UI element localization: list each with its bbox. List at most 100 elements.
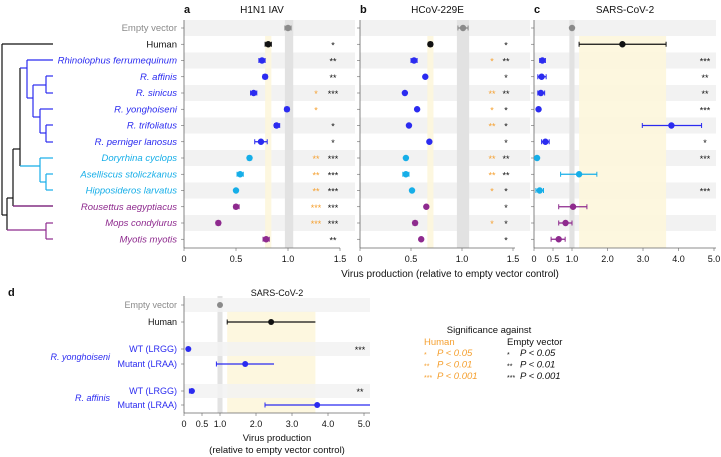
x-tick-label: 1.5 — [334, 254, 347, 264]
row-label: R. sinicus — [136, 88, 177, 99]
sig-vs-empty: ** — [701, 89, 709, 99]
row-stripe — [360, 52, 530, 69]
row-label: Mutant (LRAA) — [117, 400, 177, 410]
x-axis-label: (relative to empty vector control) — [209, 445, 345, 456]
empty-vector-ci-band — [456, 20, 470, 248]
sig-vs-empty: *** — [328, 219, 339, 229]
row-stripe — [360, 182, 530, 199]
mean-point — [542, 138, 549, 145]
sig-vs-empty: * — [331, 122, 335, 132]
sig-vs-empty: *** — [700, 154, 711, 164]
legend-stars-empty: * — [507, 352, 510, 359]
sig-vs-empty: ** — [329, 73, 337, 83]
x-tick-label: 2.0 — [250, 419, 263, 429]
mean-point — [413, 106, 421, 113]
mean-point — [668, 122, 675, 129]
mean-point — [188, 388, 195, 394]
sig-vs-human: * — [490, 105, 494, 115]
row-label: R. perniger lanosus — [95, 137, 178, 148]
row-label: R. affinis — [140, 72, 177, 83]
sig-vs-human: * — [490, 219, 494, 229]
legend-p-human: P < 0.01 — [437, 360, 472, 371]
mean-point — [619, 41, 626, 48]
x-tick-label: 0 — [181, 254, 186, 264]
mean-point — [257, 138, 265, 145]
legend-p-empty: P < 0.05 — [520, 348, 556, 359]
x-tick-label: 0.5 — [405, 254, 418, 264]
sig-vs-empty: * — [331, 138, 335, 148]
sig-vs-human: * — [314, 89, 318, 99]
sig-vs-empty: * — [504, 203, 508, 213]
mean-point — [232, 203, 240, 210]
sig-vs-empty: *** — [355, 345, 366, 355]
mean-point — [539, 57, 546, 64]
sig-vs-empty: *** — [328, 187, 339, 197]
sig-vs-empty: * — [331, 40, 335, 50]
mean-point — [250, 89, 257, 97]
row-label: Aselliscus stoliczkanus — [79, 169, 177, 180]
panel-letter: a — [184, 4, 191, 16]
sig-vs-empty: * — [703, 138, 707, 148]
mean-point — [538, 73, 545, 80]
row-stripe — [360, 85, 530, 101]
x-tick-label: 1.5 — [507, 254, 520, 264]
mean-point — [569, 203, 577, 210]
mean-point — [410, 57, 418, 64]
x-tick-label: 2.0 — [601, 254, 614, 264]
mean-point — [402, 154, 410, 162]
sig-vs-human: *** — [311, 203, 322, 213]
sig-vs-human: ** — [488, 122, 496, 132]
mean-point — [568, 24, 576, 32]
x-tick-label: 0.5 — [547, 254, 560, 264]
mean-point — [533, 154, 541, 162]
empty-vector-ci-band — [569, 20, 575, 248]
sig-vs-empty: ** — [502, 170, 510, 180]
legend-stars-human: ** — [424, 364, 430, 371]
row-label: WT (LRGG) — [129, 386, 177, 396]
panel-letter: b — [360, 4, 367, 16]
legend-p-human: P < 0.05 — [437, 348, 473, 359]
mean-point — [575, 171, 583, 178]
mean-point — [262, 236, 270, 243]
x-tick-label: 5.0 — [708, 254, 721, 264]
mean-point — [411, 219, 419, 227]
x-tick-label: 3.0 — [637, 254, 650, 264]
row-stripe — [360, 215, 530, 231]
mean-point — [217, 302, 223, 308]
row-stripe — [360, 20, 530, 36]
legend-stars-human: *** — [424, 375, 432, 382]
row-label: Mutant (LRAA) — [117, 359, 177, 369]
sig-vs-empty: * — [504, 73, 508, 83]
row-label: R. yonghoiseni — [114, 104, 178, 115]
x-tick-label: 1.0 — [456, 254, 469, 264]
row-stripe — [184, 298, 370, 312]
mean-point — [236, 171, 244, 178]
panel-title: H1N1 IAV — [240, 5, 284, 16]
row-stripe — [184, 20, 355, 36]
row-label: Mops condylurus — [105, 218, 177, 229]
row-label: Empty vector — [122, 23, 177, 34]
panel-title: SARS-CoV-2 — [596, 5, 655, 16]
sig-vs-empty: * — [504, 235, 508, 245]
mean-point — [215, 219, 222, 227]
mean-point — [537, 89, 545, 97]
sig-vs-human: ** — [312, 154, 320, 164]
mean-point — [283, 106, 291, 113]
legend-p-empty: P < 0.001 — [520, 371, 561, 382]
mean-point — [232, 187, 240, 194]
empty-vector-ci-band — [284, 20, 294, 248]
sig-vs-empty: *** — [328, 170, 339, 180]
sig-vs-empty: * — [504, 122, 508, 132]
legend-stars-human: * — [424, 352, 427, 359]
mean-point — [242, 361, 249, 367]
legend-stars-empty: *** — [507, 375, 515, 382]
mean-point — [408, 187, 416, 194]
x-axis-label: Virus production — [243, 433, 311, 444]
x-tick-label: 4.0 — [322, 419, 335, 429]
mean-point — [423, 203, 430, 210]
sig-vs-human: ** — [312, 170, 320, 180]
mean-point — [536, 187, 543, 194]
sig-vs-human: * — [490, 187, 494, 197]
mean-point — [401, 89, 409, 97]
